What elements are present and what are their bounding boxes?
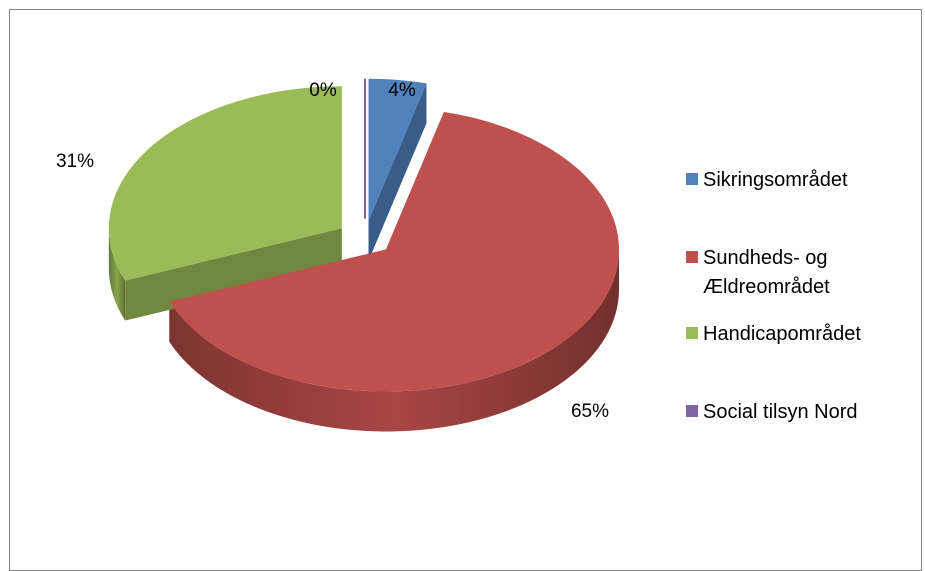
pie-data-label-sundheds-og-aeldreomraadet: 65% [571,401,609,422]
pie-rim-handicapomraadet [108,228,126,321]
legend-swatch-social-tilsyn-nord [686,405,698,417]
legend-label-sikringsomraadet: Sikringsområdet [703,169,848,191]
legend-item-social-tilsyn-nord: Social tilsyn Nord [686,398,913,427]
pie-cut-face-handicapomraadet-0 [125,228,342,321]
legend-label-handicapomraadet: Handicapområdet [703,323,861,345]
legend-label-sundheds-og-aeldreomraadet: Sundheds- og Ældreområdet [703,247,830,298]
pie-slice-handicapomraadet [108,86,342,281]
pie-data-label-handicapomraadet: 31% [56,151,94,172]
legend-swatch-sundheds-og-aeldreomraadet [686,251,698,263]
legend-item-handicapomraadet: Handicapområdet [686,320,913,349]
pie-top-faces [108,78,620,392]
pie-data-label-sikringsomraadet: 4% [388,80,416,101]
pie-slice-sikringsomraadet [368,78,427,221]
pie-data-label-social-tilsyn-nord: 0% [309,80,337,101]
legend-swatch-handicapomraadet [686,327,698,339]
legend-item-sundheds-og-aeldreomraadet: Sundheds- og Ældreområdet [686,244,913,302]
legend-item-sikringsomraadet: Sikringsområdet [686,166,913,195]
pie-data-labels: 4% 65% 31% 0% [56,80,609,422]
legend-label-social-tilsyn-nord: Social tilsyn Nord [703,401,858,423]
pie-rim-sundheds-og-aeldreomraadet [169,249,620,432]
pie-cut-face-sikringsomraadet-1 [368,83,427,261]
pie-slice-sundheds-og-aeldreomraadet [169,111,620,392]
legend-swatch-sikringsomraadet [686,173,698,185]
